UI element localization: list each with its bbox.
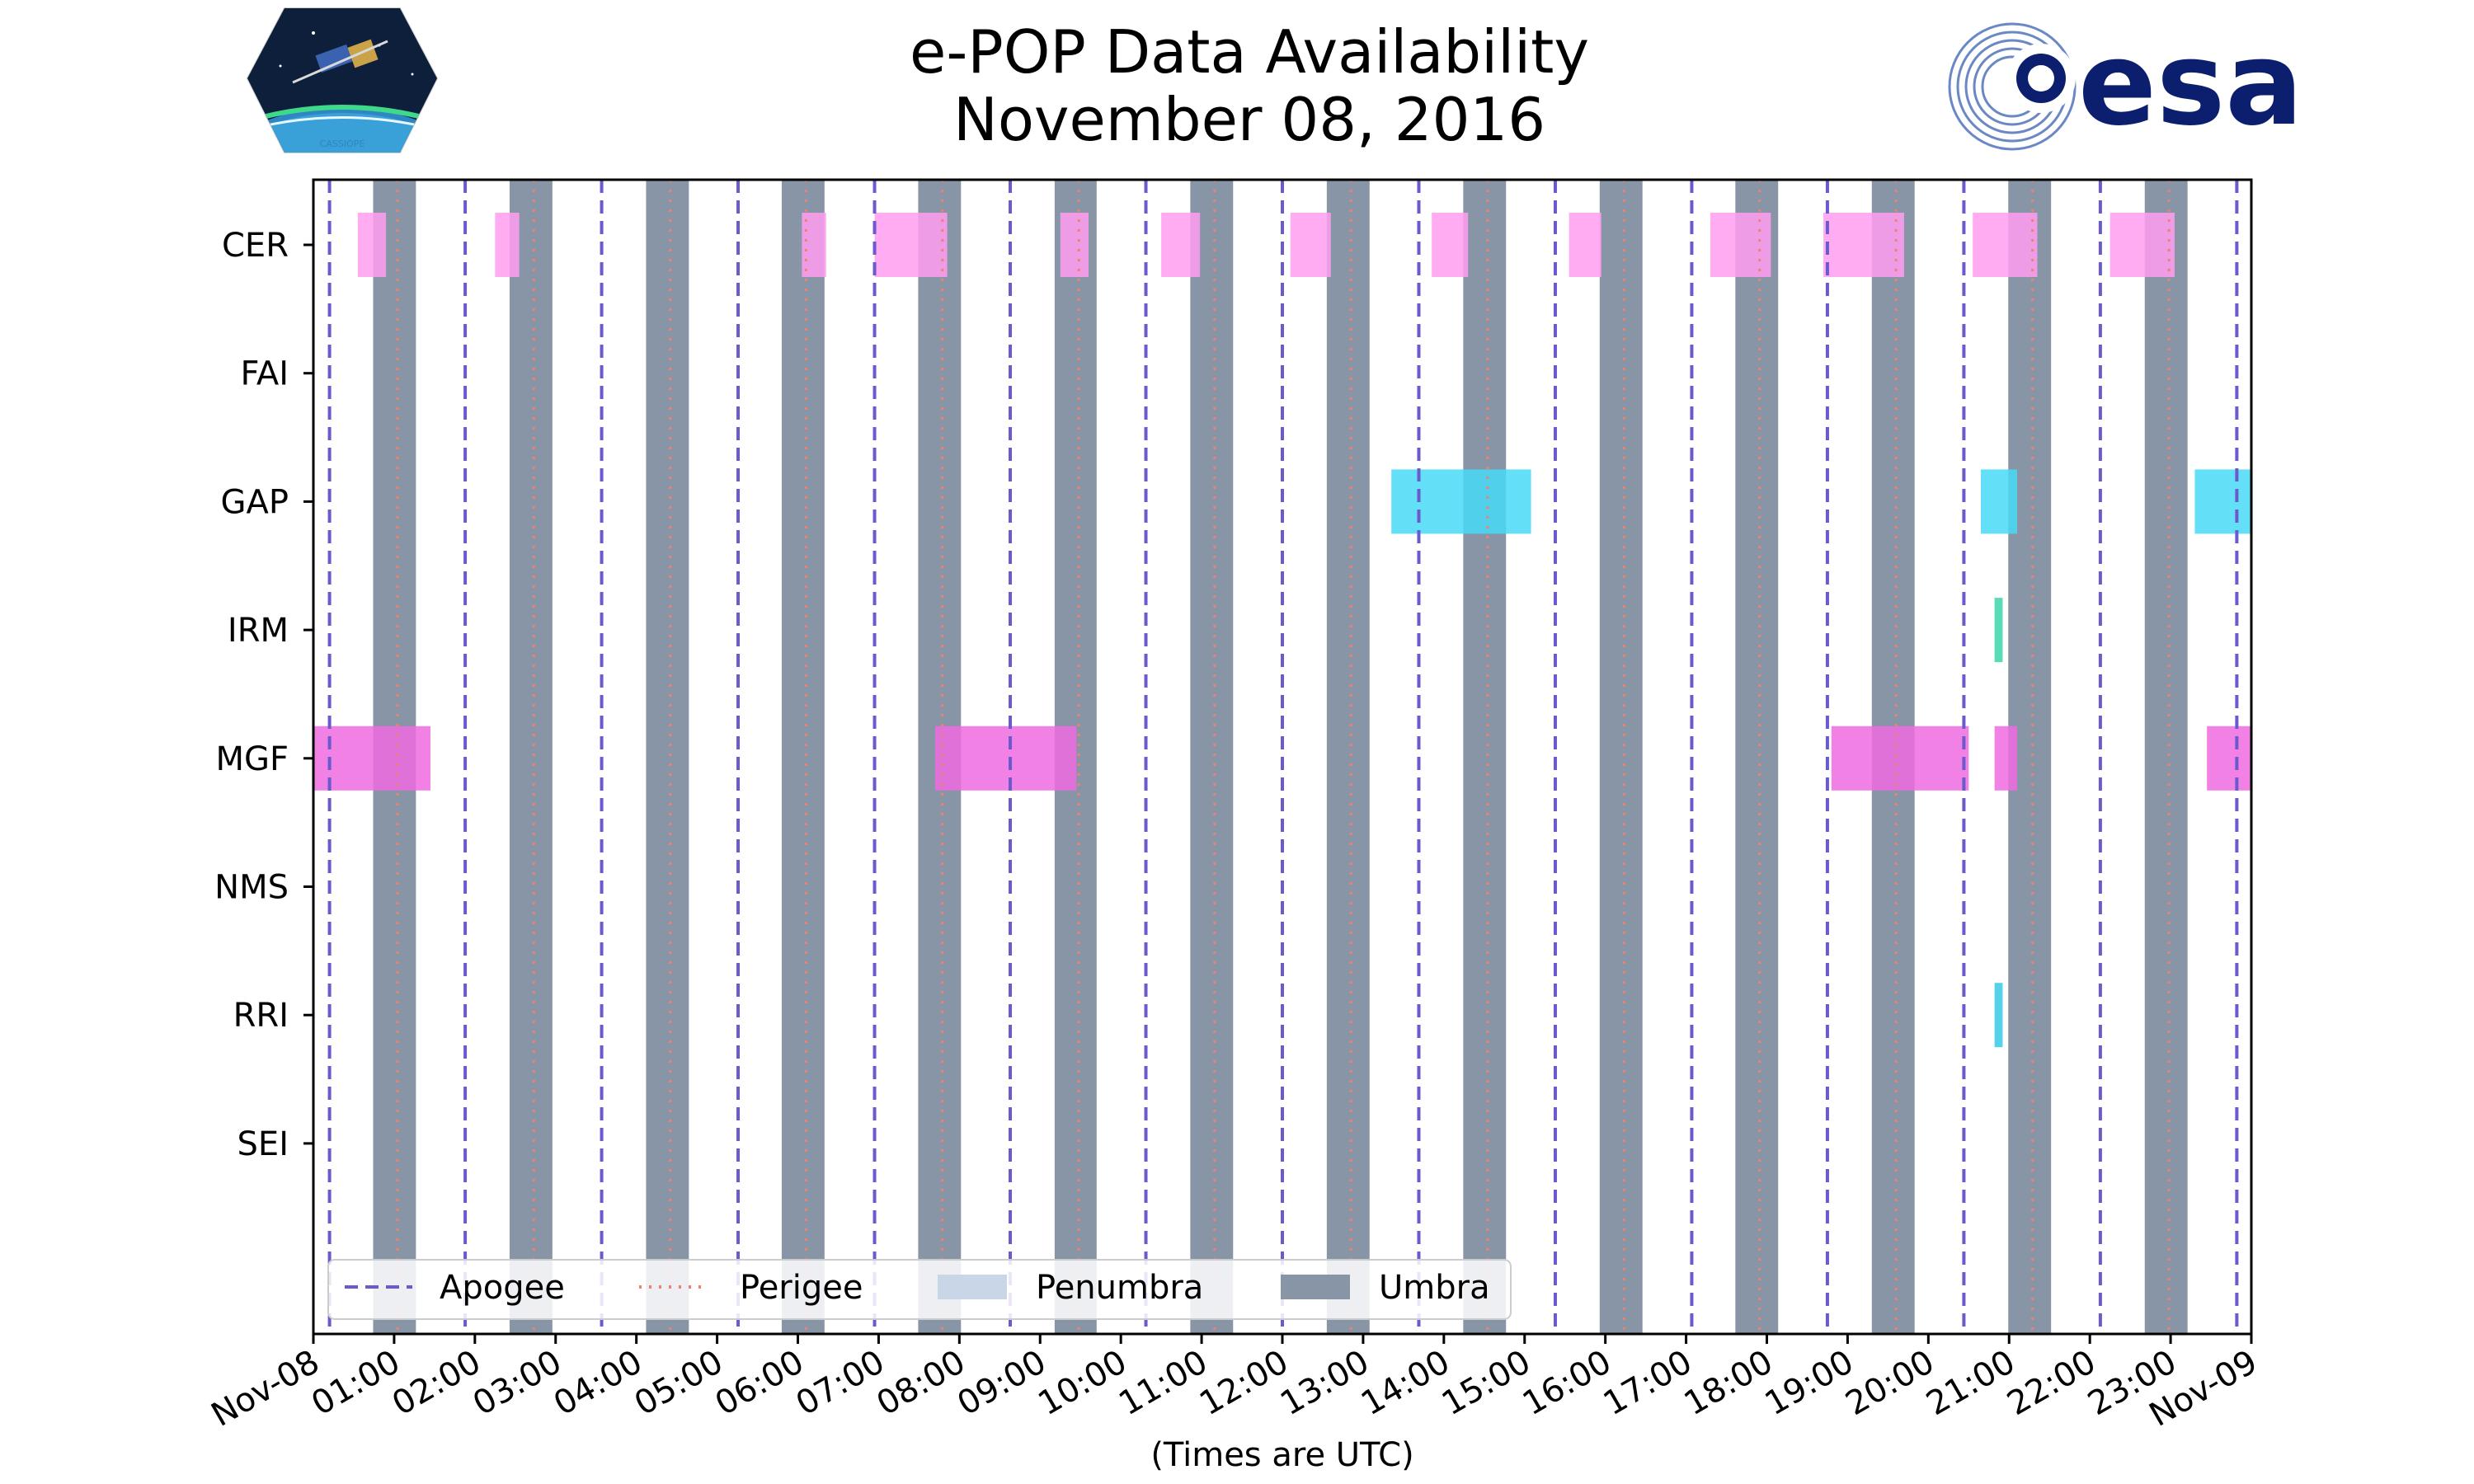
umbra-band bbox=[1735, 180, 1779, 1334]
x-tick-label: 18:00 bbox=[1678, 1343, 1780, 1423]
data-bar-cer bbox=[1823, 213, 1904, 277]
cassiope-logo: CASSIOPE bbox=[246, 7, 439, 153]
x-tick-label: 09:00 bbox=[951, 1343, 1052, 1423]
y-tick-label: MGF bbox=[215, 740, 289, 778]
legend-box bbox=[327, 1259, 1512, 1320]
umbra-band bbox=[1463, 180, 1507, 1334]
apogee-lines-layer bbox=[327, 180, 2239, 1334]
data-bar-cer bbox=[2109, 213, 2175, 277]
esa-logo-text: esa bbox=[2078, 17, 2303, 152]
umbra-band bbox=[1326, 180, 1370, 1334]
x-axis: Nov-0801:0002:0003:0004:0005:0006:0007:0… bbox=[205, 1334, 2264, 1435]
umbra-band bbox=[1190, 180, 1234, 1334]
y-axis: CER FAI GAP IRM MGF NMS RRI SEI bbox=[214, 227, 313, 1163]
data-bar-cer bbox=[802, 213, 826, 277]
data-bar-cer bbox=[1710, 213, 1771, 277]
x-tick-label: 17:00 bbox=[1597, 1343, 1699, 1423]
data-bar-cer bbox=[1290, 213, 1331, 277]
legend: Apogee Perigee Penumbra Umbra bbox=[327, 1259, 1512, 1320]
legend-umbra-label: Umbra bbox=[1379, 1269, 1490, 1307]
umbra-band bbox=[781, 180, 825, 1334]
data-bar-mgf bbox=[2207, 726, 2251, 791]
data-bar-cer bbox=[874, 213, 948, 277]
y-tick-label: RRI bbox=[233, 997, 289, 1035]
data-bar-mgf bbox=[313, 726, 430, 791]
x-tick-label: 11:00 bbox=[1112, 1343, 1214, 1423]
x-tick-label: 12:00 bbox=[1193, 1343, 1295, 1423]
data-bar-mgf bbox=[934, 726, 1077, 791]
data-bar-gap bbox=[2194, 469, 2251, 534]
x-tick-label: 14:00 bbox=[1355, 1343, 1456, 1423]
x-tick-label: 03:00 bbox=[467, 1343, 568, 1423]
x-tick-label: 06:00 bbox=[709, 1343, 811, 1423]
legend-penumbra-label: Penumbra bbox=[1036, 1269, 1203, 1307]
x-tick-label: 19:00 bbox=[1759, 1343, 1860, 1423]
x-tick-label: 10:00 bbox=[1032, 1343, 1133, 1423]
x-tick-label: 20:00 bbox=[1839, 1343, 1940, 1423]
data-bar-cer bbox=[495, 213, 520, 277]
legend-penumbra-swatch bbox=[938, 1275, 1007, 1299]
chart-title-line1: e-POP Data Availability bbox=[910, 17, 1589, 87]
data-bar-gap bbox=[1980, 469, 2018, 534]
legend-umbra-swatch bbox=[1281, 1275, 1350, 1299]
umbra-layer bbox=[373, 180, 2188, 1334]
y-tick-label: SEI bbox=[238, 1125, 289, 1163]
x-tick-label: 01:00 bbox=[305, 1343, 407, 1423]
umbra-band bbox=[646, 180, 689, 1334]
y-tick-label: FAI bbox=[241, 355, 289, 393]
y-tick-label: GAP bbox=[221, 483, 289, 521]
legend-apogee-label: Apogee bbox=[440, 1269, 565, 1307]
umbra-band bbox=[509, 180, 553, 1334]
data-bar-gap bbox=[1391, 469, 1531, 534]
umbra-band bbox=[1599, 180, 1643, 1334]
x-tick-label: 16:00 bbox=[1517, 1343, 1618, 1423]
data-bar-cer bbox=[1060, 213, 1089, 277]
legend-perigee-label: Perigee bbox=[740, 1269, 863, 1307]
x-axis-label: (Times are UTC) bbox=[1150, 1436, 1413, 1474]
cassiope-logo-text: CASSIOPE bbox=[320, 139, 365, 149]
x-tick-label: 21:00 bbox=[1920, 1343, 2021, 1423]
data-bar-cer bbox=[1973, 213, 2038, 277]
data-bar-cer bbox=[1569, 213, 1602, 277]
x-tick-label: 04:00 bbox=[548, 1343, 649, 1423]
x-tick-label: 15:00 bbox=[1436, 1343, 1537, 1423]
data-bar-mgf bbox=[1831, 726, 1969, 791]
y-tick-label: IRM bbox=[228, 612, 289, 650]
x-tick-label: 08:00 bbox=[870, 1343, 971, 1423]
x-tick-label: 02:00 bbox=[386, 1343, 487, 1423]
perigee-lines-layer bbox=[396, 180, 2171, 1334]
y-tick-label: NMS bbox=[214, 869, 289, 907]
x-tick-label: 05:00 bbox=[628, 1343, 730, 1423]
data-bar-cer bbox=[1161, 213, 1201, 277]
x-tick-label: 07:00 bbox=[790, 1343, 891, 1423]
esa-logo: esa bbox=[1948, 17, 2303, 152]
umbra-band bbox=[2144, 180, 2188, 1334]
data-bars-layer bbox=[313, 213, 2251, 1048]
chart-title-line2: November 08, 2016 bbox=[953, 85, 1545, 154]
data-bar-irm bbox=[1994, 598, 2003, 663]
data-bar-cer bbox=[1432, 213, 1469, 277]
x-tick-label: 13:00 bbox=[1274, 1343, 1376, 1423]
y-tick-label: CER bbox=[222, 227, 289, 265]
data-bar-cer bbox=[357, 213, 387, 277]
x-tick-label: 22:00 bbox=[2001, 1343, 2102, 1423]
data-bar-mgf bbox=[1994, 726, 2018, 791]
data-bar-rri bbox=[1994, 983, 2003, 1048]
